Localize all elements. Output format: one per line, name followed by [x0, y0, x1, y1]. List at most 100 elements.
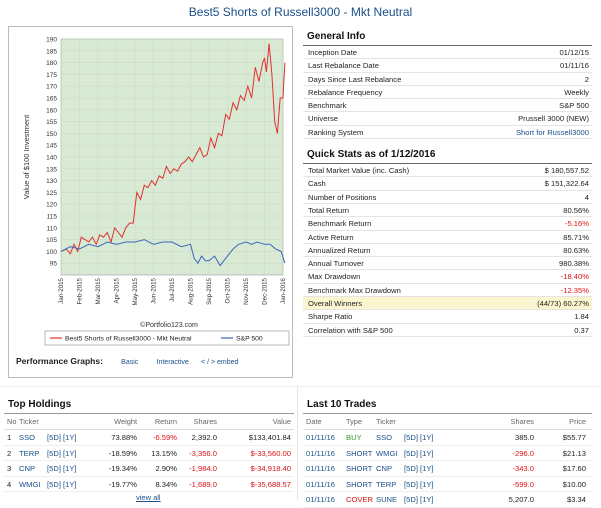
x-tick-label: Jul-2015 [169, 277, 176, 301]
interactive-graph-link[interactable]: Interactive [156, 359, 189, 366]
last-trades-header: Date Type Ticker Shares Price [303, 414, 592, 430]
info-value: 1.84 [574, 312, 589, 322]
top-holdings-heading: Top Holdings [4, 396, 294, 414]
holding-shares: 2,392.0 [191, 433, 217, 442]
performance-graphs-label: Performance Graphs: [16, 356, 103, 366]
y-tick-label: 155 [46, 119, 57, 126]
holding-shares: -3,356.0 [189, 448, 217, 458]
info-row: Universe Prussell 3000 (NEW) [303, 112, 592, 126]
table-row: 01/11/16 BUY SSO [5D] [1Y] 385.0 $55.77 [303, 430, 592, 446]
x-tick-label: Jan-2016 [280, 277, 287, 303]
info-row: Benchmark Return -5.16% [303, 217, 592, 231]
col-ticker: Ticker [19, 417, 39, 426]
info-value: 0.37 [574, 325, 589, 335]
y-tick-label: 110 [47, 225, 58, 232]
y-tick-label: 170 [46, 84, 57, 91]
y-tick-label: 190 [46, 37, 57, 44]
y-tick-label: 95 [50, 261, 58, 268]
chart-links[interactable]: [5D] [1Y] [47, 479, 77, 489]
col-links [404, 417, 464, 426]
trade-type: SHORT [346, 448, 373, 458]
info-row: Sharpe Ratio 1.84 [303, 310, 592, 324]
holding-value: $-34,918.40 [250, 464, 291, 474]
chart-links[interactable]: [5D] [1Y] [47, 464, 77, 474]
trade-price: $10.00 [562, 479, 586, 489]
col-links [47, 417, 93, 426]
y-tick-label: 125 [46, 190, 57, 197]
chart-links[interactable]: [5D] [1Y] [404, 464, 434, 474]
info-value: 85.71% [563, 232, 589, 242]
info-row: Last Rebalance Date 01/11/16 [303, 59, 592, 73]
info-row: Ranking System Short for Russell3000 [303, 126, 592, 140]
ticker-link[interactable]: WMGI [376, 448, 398, 458]
ticker-link[interactable]: CNP [19, 464, 36, 474]
basic-graph-link[interactable]: Basic [121, 359, 139, 366]
table-row: 2 TERP [5D] [1Y] -18.59% 13.15% -3,356.0 $-33,… [4, 446, 294, 462]
holding-return: 13.15% [151, 448, 177, 458]
col-value: Value [272, 417, 291, 426]
info-value[interactable]: Short for Russell3000 [515, 127, 589, 137]
info-label: Benchmark Return [308, 219, 372, 229]
last-trades-rows: 01/11/16 BUY SSO [5D] [1Y] 385.0 $55.77 01/11/… [303, 430, 592, 508]
ticker-link[interactable]: TERP [19, 448, 40, 458]
holding-return: 8.34% [155, 479, 177, 489]
info-value: 4 [584, 192, 589, 202]
info-row: Total Market Value (inc. Cash) $ 180,557.… [303, 164, 592, 178]
y-tick-label: 165 [46, 96, 57, 103]
chart-svg: 95 100 105 110 115 120 125 130 135 140 145 150 155 16… [22, 37, 290, 346]
info-value: -12.35% [560, 285, 589, 295]
info-value: $ 151,322.64 [544, 179, 589, 189]
general-info-list: Inception Date 01/12/15 Last Rebalance Dat… [303, 46, 592, 140]
ticker-link[interactable]: WMGI [19, 479, 41, 489]
info-value: $ 180,557.52 [544, 166, 589, 176]
x-tick-label: Mar-2015 [95, 277, 102, 304]
chart-links[interactable]: [5D] [1Y] [404, 433, 434, 442]
y-tick-label: 130 [46, 178, 57, 185]
view-all-link[interactable]: view all [136, 493, 161, 503]
info-label: Annualized Return [308, 245, 371, 255]
col-no: No [7, 417, 17, 426]
embed-link[interactable]: < / > embed [201, 359, 239, 366]
series-line [60, 43, 286, 255]
ticker-link[interactable]: TERP [376, 479, 397, 489]
top-holdings-panel: Top Holdings No Ticker Weight Return Sha… [4, 396, 294, 504]
ticker-link[interactable]: SSO [19, 433, 36, 442]
holding-no: 4 [7, 479, 12, 489]
info-row: Annualized Return 80.63% [303, 244, 592, 258]
info-value: S&P 500 [559, 101, 589, 111]
info-label: Inception Date [308, 48, 357, 57]
info-label: Last Rebalance Date [308, 61, 379, 71]
y-axis-label: Value of $100 Investment [22, 114, 31, 199]
info-row: Correlation with S&P 500 0.37 [303, 324, 592, 337]
ticker-link[interactable]: SSO [376, 433, 393, 442]
column-divider [297, 387, 298, 500]
info-label: Benchmark Max Drawdown [308, 285, 401, 295]
x-tick-label: Dec-2015 [262, 277, 269, 304]
chart-links[interactable]: [5D] [1Y] [47, 448, 77, 458]
info-value: 80.63% [563, 245, 589, 255]
x-tick-label: Feb-2015 [77, 277, 84, 304]
col-weight: Weight [114, 417, 137, 426]
chart-links[interactable]: [5D] [1Y] [47, 433, 77, 442]
chart-links[interactable]: [5D] [1Y] [404, 479, 434, 489]
info-row: Total Return 80.56% [303, 204, 592, 218]
legend-label: Best5 Shorts of Russell3000 - Mkt Neutra… [65, 336, 192, 343]
chart-links[interactable]: [5D] [1Y] [404, 448, 434, 458]
y-tick-label: 135 [46, 166, 57, 173]
x-tick-label: Aug-2015 [188, 277, 195, 304]
info-panel: General Info Inception Date 01/12/15 Last … [303, 28, 592, 337]
info-label: Sharpe Ratio [308, 312, 353, 322]
top-holdings-rows: 1 SSO [5D] [1Y] 73.88% -6.59% 2,392.0 $133,401… [4, 430, 294, 493]
legend-box [44, 330, 290, 346]
info-value: Prussell 3000 (NEW) [518, 114, 589, 124]
ticker-link[interactable]: CNP [376, 464, 393, 474]
info-row: Annual Turnover 980.38% [303, 257, 592, 271]
trade-shares: -296.0 [512, 448, 534, 458]
y-tick-label: 120 [46, 202, 57, 209]
holding-no: 1 [7, 433, 12, 442]
trade-price: $55.77 [562, 433, 586, 442]
last-trades-panel: Last 10 Trades Date Type Ticker Shares P… [303, 396, 592, 508]
y-tick-label: 175 [46, 72, 57, 79]
info-label: Total Return [308, 205, 349, 215]
y-tick-label: 185 [46, 48, 57, 55]
